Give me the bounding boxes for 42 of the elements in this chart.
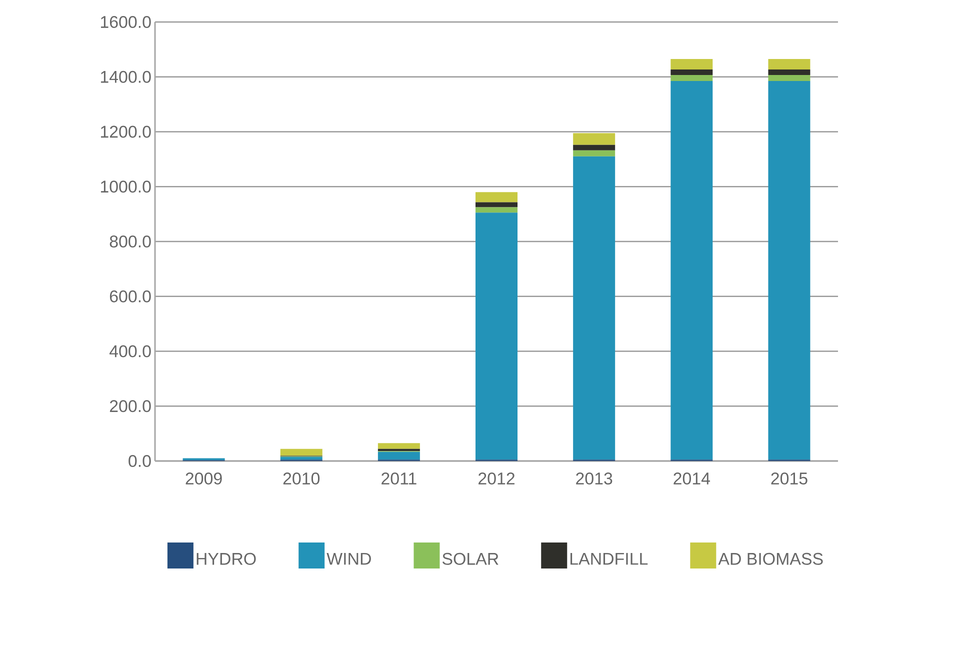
bar (378, 448, 420, 452)
bar (476, 192, 518, 202)
bar (670, 59, 713, 70)
bar (476, 212, 518, 460)
bar (768, 69, 810, 75)
bar (768, 74, 810, 81)
bar (670, 80, 713, 460)
bar (378, 452, 420, 460)
x-tick-label: 2010 (283, 472, 320, 485)
x-tick-label: 2015 (771, 472, 808, 485)
bar (768, 80, 810, 460)
legend-label: HYDRO (196, 552, 256, 565)
x-tick-label: 2009 (186, 472, 222, 485)
bar (280, 456, 322, 460)
y-tick-label: 1000.0 (100, 180, 151, 193)
y-tick-label: 0.0 (128, 454, 151, 467)
bar (573, 144, 616, 150)
bar (573, 150, 616, 156)
legend-label: LANDFILL (570, 552, 648, 565)
x-tick-label: 2012 (478, 472, 514, 485)
y-tick-label: 400.0 (109, 345, 151, 358)
y-tick-label: 1600.0 (100, 16, 151, 28)
bar (670, 69, 713, 75)
y-tick-label: 600.0 (110, 290, 151, 302)
legend-label: WIND (326, 552, 371, 565)
bar (280, 448, 322, 456)
bar (573, 156, 616, 460)
x-tick-label: 2011 (382, 472, 416, 485)
legend-label: SOLAR (442, 552, 498, 565)
bar (768, 59, 810, 70)
legend-label: AD BIOMASS (718, 552, 823, 565)
y-tick-label: 200.0 (110, 400, 151, 412)
y-tick-label: 1400.0 (100, 70, 151, 83)
bar (573, 133, 616, 145)
bar (670, 74, 713, 81)
x-tick-label: 2013 (576, 472, 612, 485)
bar (476, 207, 518, 213)
y-tick-label: 1200.0 (100, 126, 151, 138)
x-tick-label: 2014 (674, 472, 710, 485)
y-tick-label: 800.0 (110, 235, 151, 248)
bar (476, 202, 518, 208)
bar (378, 443, 420, 449)
